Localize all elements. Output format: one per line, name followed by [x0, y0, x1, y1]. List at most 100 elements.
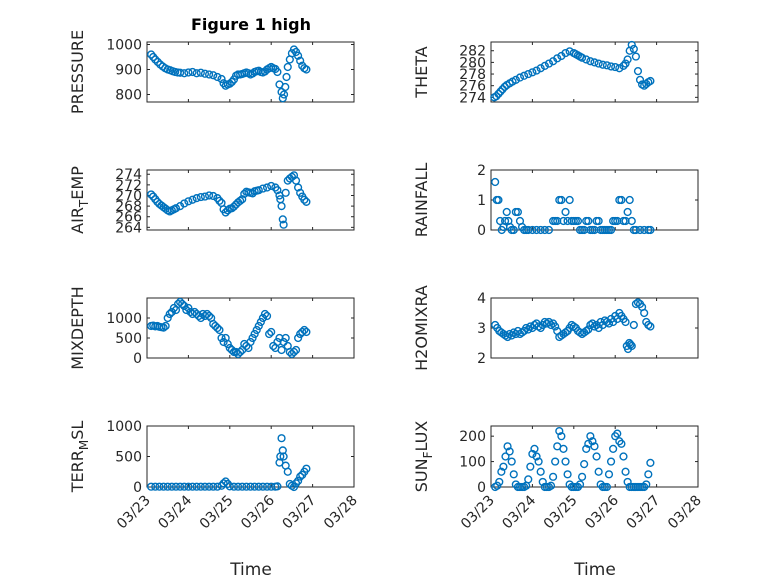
- data-point: [205, 70, 214, 79]
- data-point: [246, 482, 255, 491]
- data-point: [302, 327, 311, 337]
- data-point: [294, 183, 303, 192]
- data-point: [582, 55, 591, 64]
- data-point: [561, 328, 570, 337]
- data-point: [646, 322, 655, 331]
- data-point: [252, 325, 261, 335]
- data-point: [640, 308, 649, 318]
- data-point: [209, 71, 218, 80]
- data-point: [176, 68, 185, 77]
- data-point: [627, 216, 636, 226]
- data-point: [250, 482, 259, 491]
- data-point: [499, 462, 508, 471]
- data-point: [646, 225, 655, 235]
- data-point: [167, 482, 176, 491]
- y-tick-label: 2: [477, 163, 486, 179]
- data-point: [559, 444, 568, 453]
- data-point: [233, 482, 243, 491]
- x-axis-label-left: Time: [229, 560, 272, 580]
- data-point: [180, 482, 189, 491]
- data-point: [283, 467, 292, 476]
- data-point: [491, 177, 500, 187]
- data-point: [536, 225, 545, 235]
- data-point: [646, 76, 655, 86]
- data-point: [213, 482, 222, 491]
- data-point: [517, 328, 527, 337]
- axes-frame-terr_msl: [146, 425, 355, 488]
- data-point: [532, 452, 541, 461]
- y-tick-label: 1000: [106, 311, 142, 327]
- data-point: [492, 92, 501, 101]
- panel-sun_flux: 0 100 200 03/23 03/24 03/25 03/26 03/27 03/28 SUN…: [412, 421, 705, 533]
- figure-title: Figure 1 high: [191, 15, 311, 34]
- data-point: [619, 452, 628, 461]
- data-point: [534, 457, 543, 466]
- data-point: [548, 472, 558, 481]
- data-point: [236, 196, 245, 205]
- data-point: [623, 55, 632, 64]
- x-tick-label: 03/27: [280, 493, 320, 533]
- data-point: [258, 184, 268, 193]
- data-point: [265, 329, 274, 339]
- data-point: [215, 325, 224, 335]
- data-point: [161, 321, 170, 331]
- x-tick-label: 03/24: [499, 492, 539, 532]
- data-point: [528, 68, 537, 77]
- data-point: [598, 60, 607, 69]
- data-point: [254, 482, 263, 491]
- data-point: [147, 190, 156, 199]
- data-point: [300, 325, 309, 335]
- data-point: [188, 195, 197, 204]
- data-point: [498, 85, 507, 94]
- data-point: [205, 482, 214, 491]
- data-point: [561, 207, 570, 217]
- data-point: [629, 44, 638, 54]
- data-point: [171, 482, 181, 491]
- data-point: [513, 207, 523, 217]
- data-point: [294, 333, 303, 343]
- data-point: [511, 75, 520, 84]
- data-point: [594, 467, 603, 476]
- panel-h2omixra: 2 3 4 H2OMIXRA: [412, 285, 699, 371]
- y-tick-label: 264: [115, 220, 142, 236]
- data-point: [213, 72, 222, 82]
- data-point: [540, 225, 549, 235]
- data-point: [167, 307, 176, 317]
- data-point: [279, 90, 289, 99]
- data-point: [200, 192, 210, 201]
- data-point: [629, 320, 638, 330]
- series-air_temp: [147, 171, 311, 229]
- data-point: [217, 74, 226, 84]
- data-point: [594, 59, 603, 68]
- data-point: [291, 479, 301, 488]
- data-point: [590, 322, 599, 331]
- data-point: [646, 458, 655, 467]
- data-point: [644, 470, 653, 479]
- data-point: [526, 462, 535, 471]
- data-point: [262, 311, 272, 321]
- data-point: [561, 457, 570, 466]
- data-point: [530, 444, 539, 453]
- data-point: [617, 195, 626, 205]
- data-point: [633, 298, 643, 307]
- data-point: [250, 329, 259, 339]
- axes-frame-sun_flux: [490, 425, 699, 488]
- data-point: [592, 452, 601, 461]
- data-point: [555, 426, 564, 436]
- series-terr_msl: [147, 434, 311, 492]
- x-tick-label: 03/25: [541, 493, 581, 533]
- panel-pressure: 800 900 1000 PRESSURE: [68, 30, 355, 114]
- y-tick-label: 100: [459, 455, 486, 471]
- y-tick-label: 500: [115, 331, 142, 347]
- y-tick-label: 272: [115, 178, 142, 194]
- y-tick-label: 0: [477, 480, 486, 496]
- data-point: [588, 437, 597, 446]
- data-point: [563, 470, 572, 479]
- data-point: [515, 73, 525, 82]
- data-point: [178, 299, 187, 309]
- y-tick-label: 900: [115, 63, 142, 79]
- data-point: [621, 467, 630, 476]
- data-point: [278, 94, 287, 103]
